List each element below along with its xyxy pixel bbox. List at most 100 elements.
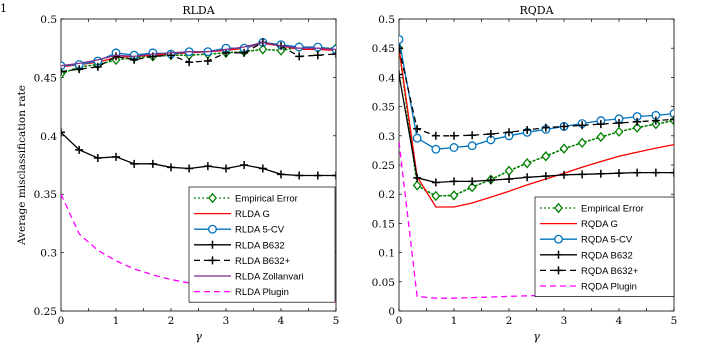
data-point-empirical-error — [431, 190, 441, 202]
data-point-rqda-b632- — [633, 117, 642, 126]
data-point-rqda-b632- — [596, 120, 605, 129]
x-tick-label: 4 — [616, 315, 623, 327]
data-point-rlda-b632 — [130, 159, 139, 168]
x-tick-label: 5 — [671, 315, 678, 327]
legend-label-rlda-plugin: RLDA Plugin — [235, 287, 289, 298]
data-point-rlda-b632- — [61, 67, 65, 76]
data-point-empirical-error — [504, 165, 514, 177]
series-line-rqda-b632- — [399, 48, 674, 137]
legend-marker-rlda-5-cv — [208, 224, 217, 234]
y-tick-label: 0.1 — [378, 248, 395, 260]
data-point-empirical-error — [559, 143, 569, 154]
data-point-rqda-5-cv — [431, 144, 441, 154]
legend-label-rlda-5-cv: RLDA 5-CV — [235, 225, 285, 236]
y-tick-label: 0.3 — [378, 131, 395, 143]
data-point-rqda-b632- — [505, 128, 513, 137]
data-point-rqda-5-cv — [399, 34, 404, 44]
plot-area — [399, 34, 674, 299]
data-point-rlda-b632 — [313, 171, 322, 180]
data-point-rqda-b632 — [541, 172, 550, 181]
data-point-rlda-b632 — [240, 161, 249, 169]
legend-marker-rlda-b632- — [208, 256, 217, 265]
x-tick-label: 0 — [396, 315, 403, 327]
legend-marker-rqda-5-cv — [554, 234, 563, 244]
data-point-rqda-5-cv — [449, 143, 459, 152]
data-point-rlda-b632 — [185, 164, 194, 173]
data-point-rlda-5-cv — [294, 42, 304, 52]
y-tick-label: 0.25 — [372, 160, 395, 172]
x-tick-label: 1 — [113, 315, 120, 327]
legend: Empirical Error RLDA G RLDA 5-CV RLDA B632 R… — [188, 186, 336, 303]
data-point-rlda-b632- — [203, 57, 212, 66]
data-point-rlda-b632 — [148, 159, 157, 168]
legend-label-rqda-b632-: RQDA B632+ — [581, 266, 639, 277]
legend-label-rqda-b632: RQDA B632 — [581, 250, 633, 261]
data-point-rqda-b632- — [670, 115, 674, 124]
x-tick-label: 3 — [223, 315, 230, 327]
y-tick-label: 0.35 — [34, 189, 57, 201]
data-point-rqda-b632- — [615, 118, 623, 127]
data-point-rqda-b632 — [486, 176, 495, 185]
y-tick-label: 0 — [388, 306, 395, 318]
data-point-rlda-b632 — [332, 171, 336, 180]
legend-label-rqda-g: RQDA G — [581, 219, 618, 230]
x-tick-label: 3 — [561, 315, 568, 327]
series-line-empirical-error — [61, 46, 336, 75]
data-point-rlda-b632 — [295, 171, 304, 180]
data-point-rqda-5-cv — [412, 133, 422, 143]
y-tick-label: 0.45 — [372, 43, 395, 55]
data-point-rqda-b632 — [596, 169, 605, 178]
data-point-rlda-b632- — [93, 62, 102, 71]
data-point-empirical-error — [467, 181, 477, 193]
series-line-empirical-error — [399, 47, 674, 197]
y-tick-label: 0.3 — [40, 248, 57, 260]
data-point-rqda-b632- — [468, 131, 477, 140]
legend-marker-empirical-error — [208, 192, 217, 204]
x-tick-label: 2 — [168, 315, 175, 327]
series-line-rqda-5-cv — [399, 39, 674, 150]
y-axis-label: Average misclassification rate — [16, 85, 28, 246]
x-tick-label: 4 — [278, 315, 285, 327]
data-point-rqda-b632 — [450, 177, 458, 186]
legend-label-rlda-g: RLDA G — [235, 209, 270, 220]
data-point-rlda-b632 — [167, 163, 175, 172]
data-point-empirical-error — [632, 122, 642, 133]
data-point-rqda-5-cv — [669, 109, 674, 119]
data-point-empirical-error — [449, 190, 459, 201]
legend-label-empirical-error: Empirical Error — [235, 194, 298, 205]
x-tick-label: 2 — [506, 315, 513, 327]
series-line-rlda-b632 — [61, 131, 336, 177]
x-axis-label: γ — [533, 330, 540, 343]
data-point-rlda-b632 — [277, 170, 285, 179]
data-point-rlda-b632 — [222, 164, 230, 173]
y-tick-label: 0.25 — [34, 306, 57, 318]
data-point-rqda-b632- — [413, 124, 422, 133]
legend-marker-rlda-b632 — [208, 240, 217, 249]
data-point-rqda-b632 — [578, 170, 587, 179]
data-point-empirical-error — [412, 180, 422, 191]
page-number: 1 — [0, 2, 7, 15]
data-point-rqda-b632- — [541, 123, 550, 132]
legend-label-rlda-zollanvari: RLDA Zollanvari — [235, 272, 304, 283]
x-tick-label: 0 — [58, 315, 65, 327]
legend-label-rlda-b632: RLDA B632 — [235, 240, 285, 251]
data-point-rqda-b632 — [431, 178, 440, 187]
y-tick-label: 0.5 — [40, 14, 57, 26]
data-point-rlda-b632- — [130, 55, 139, 64]
data-point-rqda-b632 — [651, 168, 660, 177]
data-point-rlda-b632 — [203, 162, 212, 171]
legend-label-rqda-plugin: RQDA Plugin — [581, 282, 637, 293]
legend-marker-empirical-error — [554, 202, 563, 214]
data-point-rlda-b632- — [75, 65, 84, 74]
data-point-rlda-b632 — [75, 145, 84, 154]
data-point-rlda-b632- — [295, 52, 304, 61]
chart-panel-rlda: RLDA 0 1 2 3 4 5 0.25 0.3 0.35 0.4 0.45 0.5 γ Average … — [16, 4, 339, 343]
data-point-empirical-error — [258, 44, 268, 55]
series-line-rlda-b632- — [61, 41, 336, 73]
data-point-empirical-error — [522, 158, 532, 169]
data-point-empirical-error — [596, 131, 606, 143]
plot-area — [61, 37, 336, 303]
data-point-rlda-b632 — [112, 152, 120, 161]
